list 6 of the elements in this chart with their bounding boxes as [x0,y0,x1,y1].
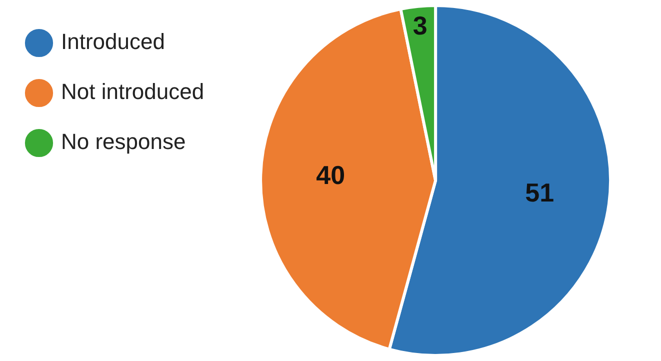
legend-label: Introduced [61,29,165,54]
data-label: 3 [412,10,428,40]
data-label: 40 [316,160,346,190]
data-label: 51 [525,178,554,208]
legend-label: Not introduced [61,79,204,104]
legend-label: No response [61,129,186,154]
